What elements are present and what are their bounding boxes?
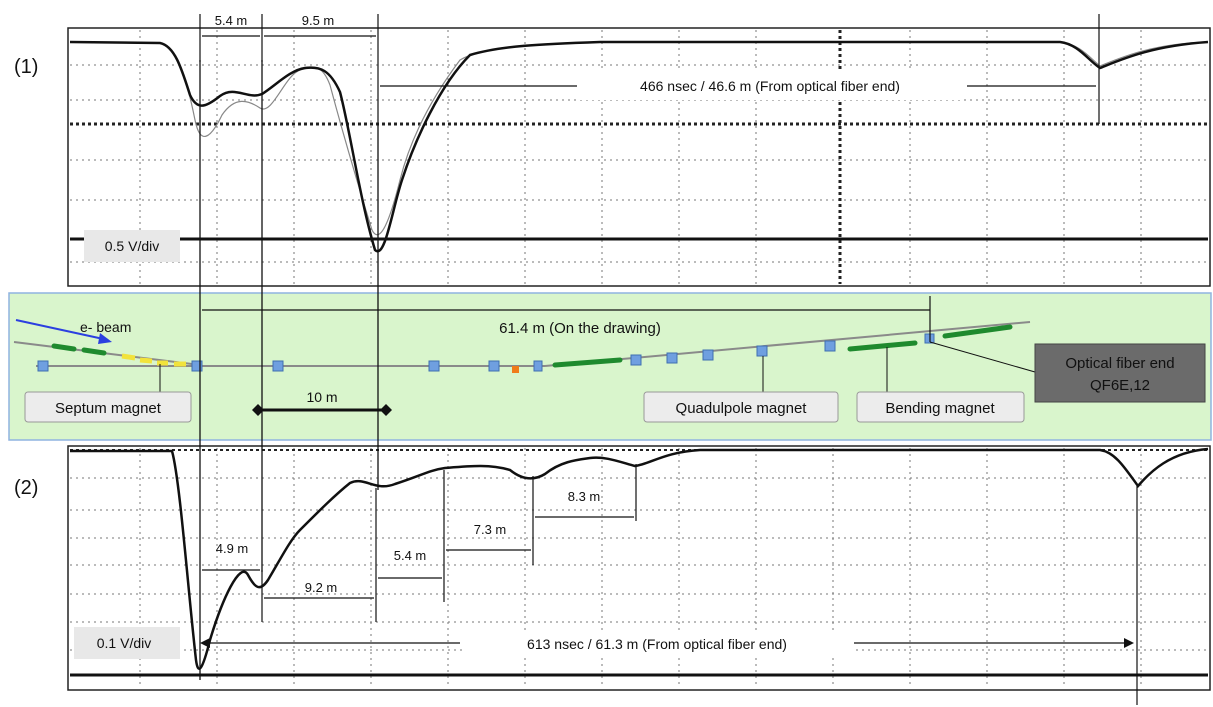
scope-panel-2: 4.9 m 9.2 m 5.4 m 7.3 m 8.3 m 613 nsec /… [14, 445, 1211, 705]
septum-segments [121, 353, 186, 367]
beam-label: e- beam [80, 319, 131, 335]
scale-box-2 [74, 627, 180, 659]
orange-marker [512, 366, 519, 373]
dist-9.5m-top: 9.5 m [302, 13, 335, 28]
beampipe-arc [544, 321, 1031, 367]
scope-grid-1 [70, 30, 1208, 284]
quad-blocks [37, 333, 935, 372]
quadrupole-magnet-label-box: Quadulpole magnet [643, 391, 839, 423]
fiber-end-label-box: Optical fiber end QF6E,12 [1034, 343, 1206, 403]
beampipe [13, 341, 201, 366]
panel-1-label: (1) [14, 56, 38, 78]
scale-label-1: 0.5 V/div [105, 238, 159, 254]
scope-panel-1: 5.4 m 9.5 m 466 nsec / 46.6 m (From opti… [14, 13, 1211, 287]
drawing-span-label: 61.4 m (On the drawing) [499, 320, 661, 337]
septum-magnet-label: Septum magnet [55, 400, 162, 417]
beamline-panel: e- beam 61.4 m (On the drawing) 10 m Sep… [8, 292, 1212, 441]
scale-bar-label: 10 m [306, 389, 337, 405]
dist-4.9m: 4.9 m [216, 541, 249, 556]
beam-arrow [15, 319, 109, 341]
bend-segments [51, 324, 1013, 368]
panel-2-span-label: 613 nsec / 61.3 m (From optical fiber en… [527, 636, 787, 652]
bending-magnet-label-box: Bending magnet [856, 391, 1025, 423]
fiber-end-label-2: QF6E,12 [1090, 377, 1150, 394]
dist-8.3m: 8.3 m [568, 489, 601, 504]
scale-box-1 [84, 230, 180, 262]
dist-5.4m-top: 5.4 m [215, 13, 248, 28]
scale-label-2: 0.1 V/div [97, 635, 151, 651]
scope-grid-2 [70, 448, 1208, 688]
septum-magnet-label-box: Septum magnet [24, 391, 192, 423]
alignment-lines [199, 60, 379, 680]
dist-9.2m: 9.2 m [305, 580, 338, 595]
trace-1 [69, 40, 1209, 253]
panel-1-span-label: 466 nsec / 46.6 m (From optical fiber en… [640, 78, 900, 94]
bending-magnet-label: Bending magnet [885, 400, 995, 417]
panel-2-label: (2) [14, 477, 38, 499]
quadrupole-magnet-label: Quadulpole magnet [676, 400, 808, 417]
fiber-end-label-1: Optical fiber end [1065, 355, 1174, 372]
dist-7.3m: 7.3 m [474, 522, 507, 537]
dist-5.4m-bottom: 5.4 m [394, 548, 427, 563]
